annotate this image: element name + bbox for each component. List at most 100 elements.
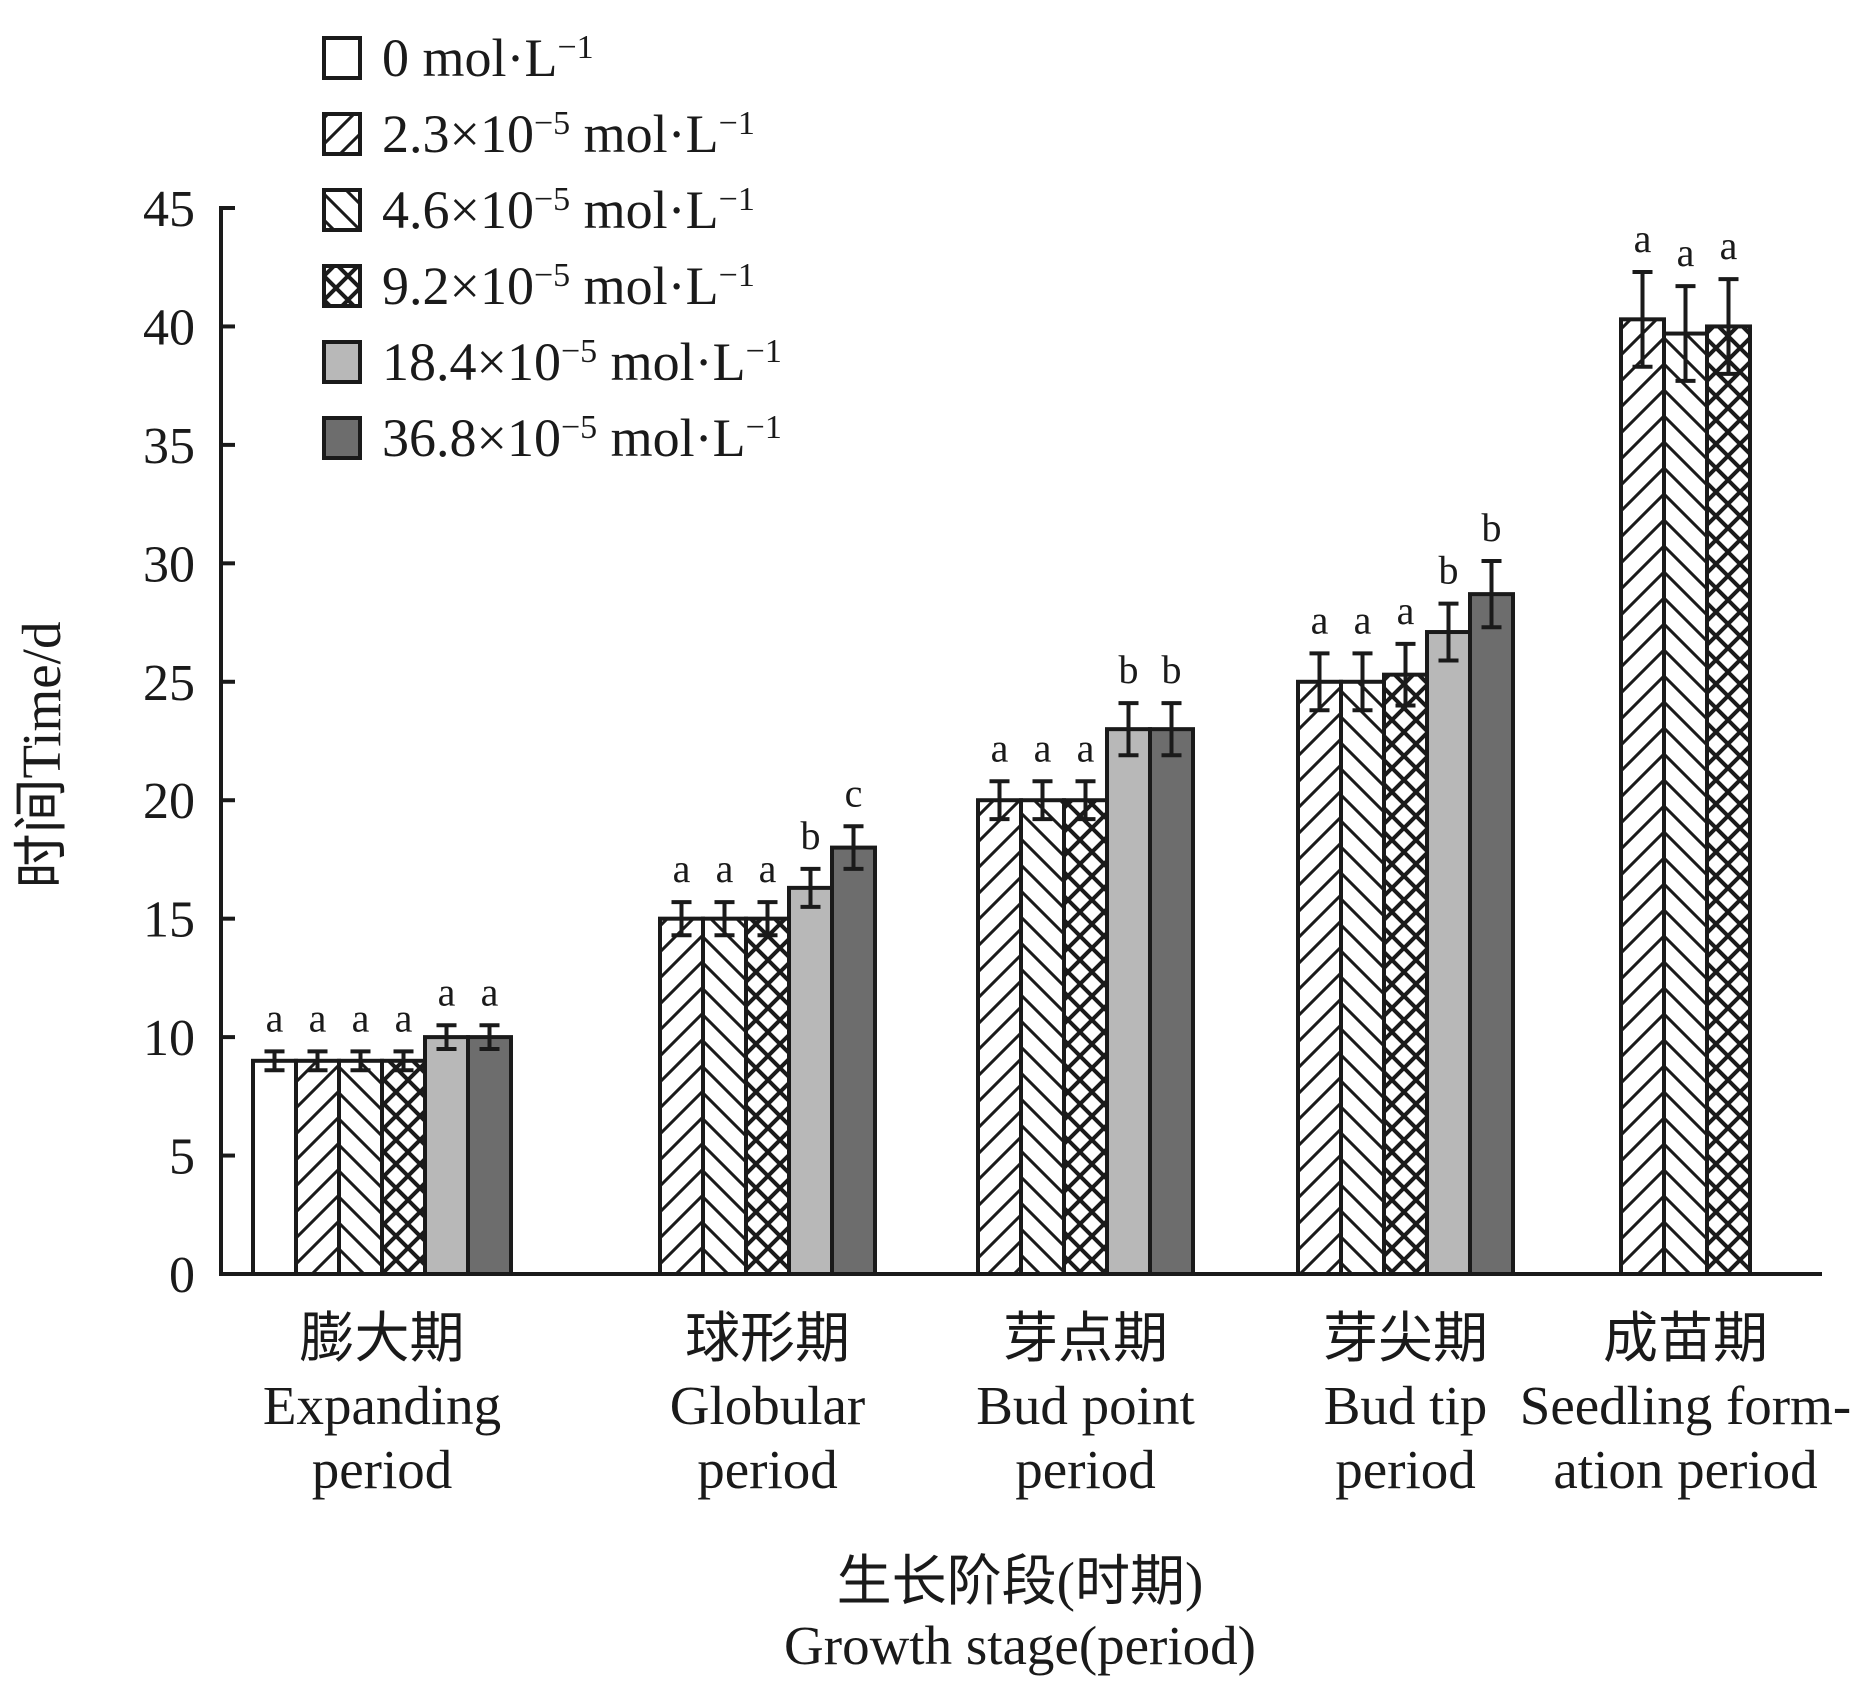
error-bar bbox=[800, 866, 821, 909]
bar bbox=[830, 845, 877, 1276]
significance-letter: a bbox=[759, 846, 777, 891]
y-tick-label: 5 bbox=[169, 1129, 195, 1186]
category-label-cn: 球形期 bbox=[685, 1308, 850, 1369]
bar bbox=[1468, 592, 1515, 1276]
bar bbox=[1619, 317, 1666, 1276]
significance-letter: b bbox=[1162, 647, 1182, 692]
bar bbox=[1382, 672, 1429, 1276]
error-bar bbox=[1675, 284, 1696, 383]
bar bbox=[1425, 630, 1472, 1276]
legend-label: 36.8×10−5 mol·L−1 bbox=[382, 408, 782, 468]
legend-label: 0 mol·L−1 bbox=[382, 28, 594, 88]
bar bbox=[1339, 679, 1386, 1276]
error-bar bbox=[1632, 269, 1653, 369]
legend-swatch bbox=[322, 416, 362, 460]
significance-letter: a bbox=[352, 995, 370, 1040]
category-label-en1: Bud tip bbox=[1324, 1375, 1488, 1436]
error-bar bbox=[671, 900, 692, 938]
significance-letter: a bbox=[1311, 597, 1329, 642]
bar bbox=[337, 1058, 384, 1277]
y-tick-label: 10 bbox=[143, 1010, 195, 1067]
error-bar bbox=[757, 900, 778, 938]
significance-letter: a bbox=[991, 725, 1009, 770]
bar bbox=[976, 798, 1023, 1276]
category-label-en1: Seedling form- bbox=[1520, 1375, 1851, 1436]
legend-label: 18.4×10−5 mol·L−1 bbox=[382, 332, 782, 392]
significance-letter: b bbox=[1119, 647, 1139, 692]
bar bbox=[1019, 798, 1066, 1276]
legend-label: 4.6×10−5 mol·L−1 bbox=[382, 180, 755, 240]
category-label-en2: ation period bbox=[1553, 1439, 1817, 1500]
significance-letter: c bbox=[845, 770, 863, 815]
legend: 0 mol·L−1 2.3×10−5 mol·L−1 4.6×10−5 mol·L−… bbox=[322, 28, 782, 468]
error-bar bbox=[1032, 779, 1053, 822]
category-label-cn: 芽点期 bbox=[1003, 1308, 1168, 1369]
error-bar bbox=[1352, 651, 1373, 713]
error-bars bbox=[264, 269, 1739, 1073]
significance-letter: a bbox=[1397, 588, 1415, 633]
error-bar bbox=[1309, 651, 1330, 713]
legend-item: 36.8×10−5 mol·L−1 bbox=[322, 408, 782, 468]
bar bbox=[1062, 798, 1109, 1276]
error-bar bbox=[436, 1023, 457, 1051]
error-bar bbox=[714, 900, 735, 938]
error-bar bbox=[989, 779, 1010, 822]
category-label-en2: period bbox=[1335, 1439, 1476, 1500]
significance-letter: a bbox=[395, 995, 413, 1040]
category-label-cn: 成苗期 bbox=[1603, 1308, 1768, 1369]
significance-letter: a bbox=[481, 969, 499, 1014]
legend-item: 9.2×10−5 mol·L−1 bbox=[322, 256, 755, 316]
legend-swatch bbox=[322, 112, 362, 156]
significance-letter: a bbox=[1034, 725, 1052, 770]
error-bar bbox=[350, 1049, 371, 1073]
legend-swatch bbox=[322, 264, 362, 308]
y-tick-label: 15 bbox=[143, 892, 195, 949]
significance-letter: b bbox=[1439, 548, 1459, 593]
error-bar bbox=[307, 1049, 328, 1073]
significance-letter: a bbox=[438, 969, 456, 1014]
error-bar bbox=[1161, 701, 1182, 758]
significance-letter: a bbox=[1634, 216, 1652, 261]
axes: 0 5 10 15 20 25 30 35 40 45 bbox=[143, 181, 1822, 1304]
y-tick-label: 45 bbox=[143, 181, 195, 238]
legend-swatch bbox=[322, 36, 362, 80]
legend-item: 4.6×10−5 mol·L−1 bbox=[322, 180, 755, 240]
significance-letter: a bbox=[1077, 725, 1095, 770]
bar bbox=[701, 916, 748, 1277]
significance-letter: b bbox=[801, 813, 821, 858]
error-bar bbox=[1718, 277, 1739, 376]
y-tick-label: 35 bbox=[143, 418, 195, 475]
bar bbox=[423, 1035, 470, 1276]
significance-letter: a bbox=[716, 846, 734, 891]
category-label-en1: Expanding bbox=[263, 1375, 501, 1436]
significance-letter: a bbox=[266, 995, 284, 1040]
significance-letter: b bbox=[1482, 505, 1502, 550]
x-axis-title-cn: 生长阶段(时期) bbox=[837, 1551, 1204, 1612]
error-bar bbox=[843, 824, 864, 871]
y-axis-title: 时间Time/d bbox=[11, 622, 72, 889]
error-bar bbox=[264, 1049, 285, 1073]
legend-item: 0 mol·L−1 bbox=[322, 28, 594, 88]
bar bbox=[380, 1058, 427, 1277]
bar bbox=[658, 916, 705, 1277]
error-bar bbox=[1075, 779, 1096, 822]
category-label-en2: period bbox=[697, 1439, 838, 1500]
bar bbox=[466, 1035, 513, 1276]
bar bbox=[251, 1058, 298, 1277]
bar bbox=[1662, 331, 1709, 1277]
error-bar bbox=[393, 1049, 414, 1073]
error-bar bbox=[1395, 641, 1416, 708]
bar bbox=[744, 916, 791, 1277]
bar bbox=[1705, 324, 1752, 1276]
category-label-en2: period bbox=[312, 1439, 453, 1500]
significance-letter: a bbox=[1720, 223, 1738, 268]
y-tick-label: 30 bbox=[143, 536, 195, 593]
bar bbox=[1148, 727, 1195, 1276]
